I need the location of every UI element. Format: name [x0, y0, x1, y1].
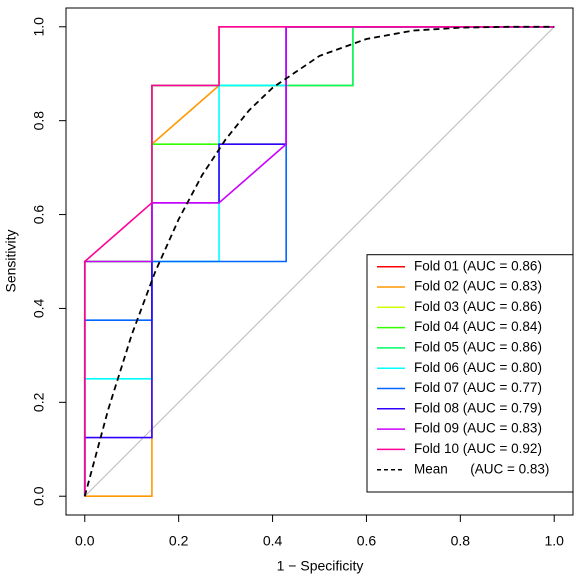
- legend-label: Fold 02 (AUC = 0.83): [414, 279, 542, 294]
- y-tick-label: 0.8: [31, 111, 47, 131]
- y-tick-label: 0.0: [31, 486, 47, 506]
- x-tick-label: 0.0: [75, 533, 95, 549]
- legend-label: Fold 06 (AUC = 0.80): [414, 360, 542, 375]
- roc-curve: [83, 25, 555, 497]
- legend-label: Mean (AUC = 0.83): [414, 461, 549, 476]
- y-tick-label: 0.4: [31, 299, 47, 319]
- y-tick-label: 0.2: [31, 392, 47, 412]
- y-axis-label: Sensitivity: [3, 229, 19, 292]
- legend-label: Fold 10 (AUC = 0.92): [414, 441, 542, 456]
- legend-label: Fold 09 (AUC = 0.83): [414, 421, 542, 436]
- y-tick-label: 1.0: [31, 17, 47, 37]
- x-tick-label: 0.8: [451, 533, 471, 549]
- x-tick-label: 0.6: [357, 533, 377, 549]
- x-axis-label: 1 − Specificity: [277, 558, 364, 574]
- legend-label: Fold 04 (AUC = 0.84): [414, 319, 542, 334]
- legend-label: Fold 05 (AUC = 0.86): [414, 339, 542, 354]
- roc-curve: [83, 25, 555, 497]
- legend-label: Fold 03 (AUC = 0.86): [414, 299, 542, 314]
- legend-label: Fold 08 (AUC = 0.79): [414, 400, 542, 415]
- reference-diagonal: [84, 26, 555, 497]
- legend-box: [366, 254, 574, 493]
- legend-label: Fold 01 (AUC = 0.86): [414, 258, 542, 273]
- roc-curve: [83, 25, 555, 497]
- legend-label: Fold 07 (AUC = 0.77): [414, 380, 542, 395]
- y-tick-label: 0.6: [31, 205, 47, 225]
- x-tick-label: 1.0: [544, 533, 564, 549]
- x-tick-label: 0.2: [169, 533, 189, 549]
- x-tick-label: 0.4: [263, 533, 283, 549]
